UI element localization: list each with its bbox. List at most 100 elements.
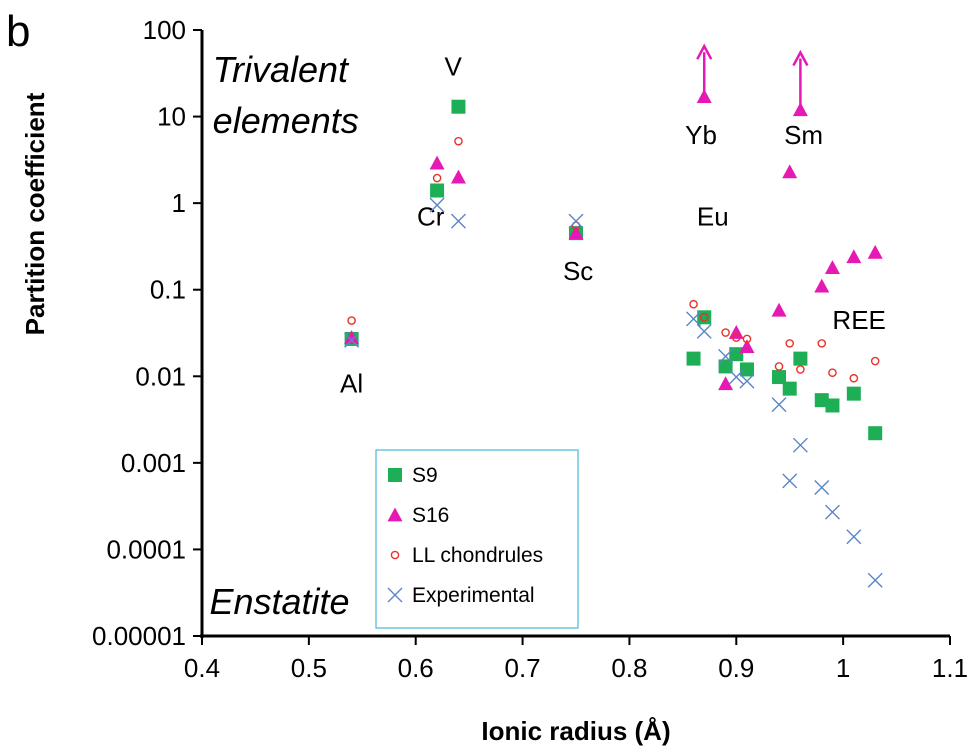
point-s9: [825, 398, 840, 413]
point-experimental: [429, 197, 445, 213]
y-axis-title: Partition coefficient: [20, 92, 50, 335]
point-experimental: [824, 504, 840, 520]
y-tick-label: 0.00001: [92, 621, 186, 651]
point-s16: [846, 249, 862, 264]
point-s16: [824, 260, 840, 274]
point-s16: [814, 278, 830, 293]
annotation-label: Sm: [784, 120, 823, 150]
legend-marker-s16: [387, 507, 403, 522]
point-experimental: [568, 213, 584, 229]
point-s9: [782, 381, 797, 396]
data-points: [344, 89, 883, 588]
x-tick-label: 0.6: [398, 653, 434, 683]
point-experimental: [739, 373, 755, 389]
legend-marker-s9: [388, 468, 402, 482]
legend-marker-ll-chondrules: [390, 550, 400, 560]
point-experimental: [792, 437, 808, 453]
legend-label-experimental: Experimental: [412, 584, 535, 607]
point-ll-chondrules: [689, 299, 698, 309]
annotation-label: REE: [832, 305, 885, 335]
point-ll-chondrules: [347, 316, 356, 325]
point-s9: [718, 359, 733, 374]
point-s16: [728, 325, 744, 339]
point-s9: [430, 183, 445, 198]
point-s16: [718, 376, 734, 391]
x-tick-label: 0.4: [184, 653, 220, 683]
point-s16: [792, 102, 808, 117]
point-s16: [344, 330, 360, 344]
annotation-label: Cr: [417, 202, 445, 232]
point-experimental: [728, 369, 744, 385]
point-s9: [739, 362, 754, 377]
x-tick-label: 0.7: [504, 653, 540, 683]
x-tick-label: 1.1: [932, 653, 968, 683]
point-s16: [568, 225, 584, 240]
point-ll-chondrules: [817, 339, 827, 348]
x-tick-label: 0.9: [718, 653, 754, 683]
point-experimental: [771, 397, 787, 413]
y-tick-label: 0.1: [150, 275, 186, 305]
arrows: [696, 43, 809, 110]
annotation-label: V: [444, 51, 462, 81]
point-experimental: [846, 529, 862, 545]
point-ll-chondrules: [454, 136, 463, 146]
legend: S9 S16 LL chondrules Experimental: [375, 449, 579, 629]
point-s16: [739, 339, 755, 354]
y-tick-label: 10: [157, 102, 186, 132]
series-s9: [344, 99, 883, 441]
series-ll-chondrules: [347, 136, 880, 383]
point-s16: [771, 302, 787, 317]
point-s9: [814, 393, 829, 408]
point-s9: [729, 347, 744, 362]
x-tick-label: 0.8: [611, 653, 647, 683]
annotation-label: Trivalent: [213, 49, 350, 90]
point-ll-chondrules: [774, 362, 784, 371]
point-s16: [450, 169, 466, 184]
y-tick-label: 1: [172, 188, 186, 218]
point-ll-chondrules: [699, 313, 709, 322]
x-tick-label: 0.5: [291, 653, 327, 683]
series-s16: [344, 89, 883, 391]
annotation-label: Eu: [697, 202, 729, 232]
annotation-label: Sc: [563, 256, 593, 286]
x-tick-label: 1: [836, 653, 850, 683]
annotations: V Cr Sc Al Yb Sm Eu REE Trivalent elements Enstati…: [209, 49, 885, 622]
point-experimental: [450, 213, 466, 229]
point-experimental: [686, 311, 702, 327]
point-ll-chondrules: [785, 339, 795, 348]
x-axis-title: Ionic radius (Å): [481, 716, 670, 746]
point-s9: [686, 351, 701, 366]
point-experimental: [344, 332, 360, 348]
point-s16: [429, 155, 445, 170]
point-ll-chondrules: [721, 328, 730, 337]
point-ll-chondrules: [742, 334, 752, 344]
arrow-head: [696, 43, 713, 60]
point-s9: [793, 351, 808, 366]
point-s9: [451, 99, 466, 114]
point-s16: [782, 164, 798, 179]
y-tick-label: 100: [143, 15, 186, 45]
point-ll-chondrules: [432, 173, 442, 183]
point-experimental: [814, 479, 830, 495]
annotation-label: Yb: [685, 120, 717, 150]
point-ll-chondrules: [828, 368, 837, 378]
point-ll-chondrules: [849, 373, 859, 383]
point-ll-chondrules: [731, 333, 741, 342]
point-s9: [846, 386, 861, 401]
legend-marker-experimental: [387, 587, 403, 603]
point-experimental: [718, 348, 734, 364]
point-experimental: [867, 572, 883, 588]
annotation-label: elements: [213, 100, 359, 141]
annotation-label: Al: [340, 368, 363, 398]
point-experimental: [696, 323, 712, 339]
annotation-label: Enstatite: [209, 581, 349, 622]
point-s16: [867, 244, 883, 259]
point-ll-chondrules: [796, 365, 805, 374]
tick-labels: 0.4 0.5 0.6 0.7 0.8 0.9 1 1.1 100 10 1 0.1 0.01 0.001…: [92, 15, 968, 683]
point-s9: [868, 426, 883, 441]
y-tick-label: 0.0001: [106, 534, 186, 564]
point-experimental: [782, 473, 798, 489]
series-experimental: [344, 197, 883, 588]
y-tick-label: 0.001: [121, 448, 186, 478]
